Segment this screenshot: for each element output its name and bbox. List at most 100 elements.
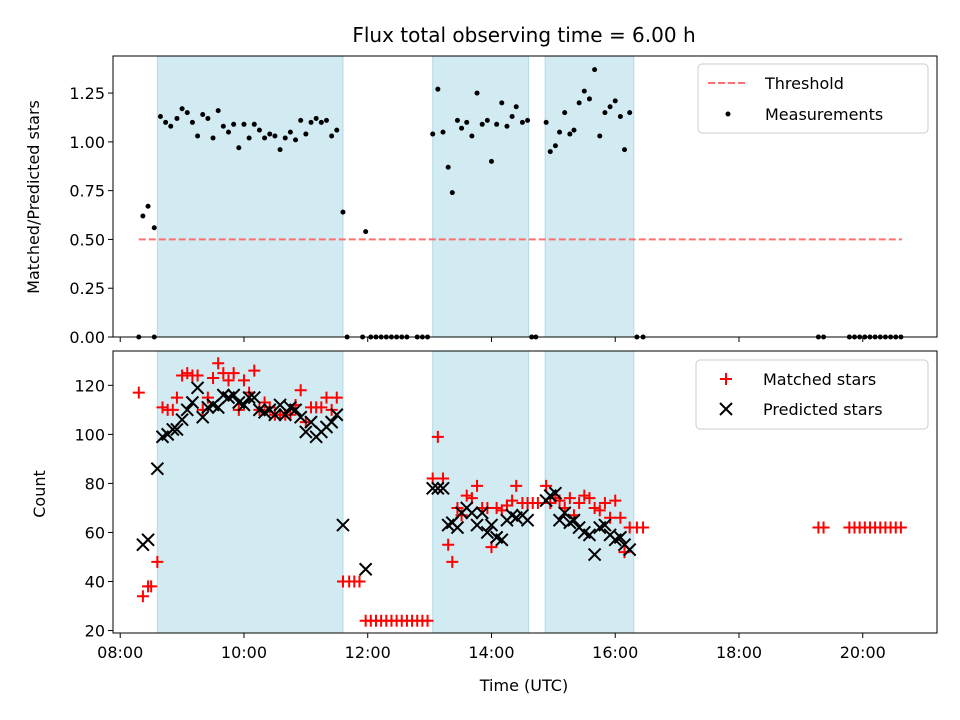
predicted-star-point <box>330 408 344 422</box>
x-tick-label: 10:00 <box>221 643 267 662</box>
measurement-point <box>547 149 553 155</box>
x-axis-label: Time (UTC) <box>479 676 568 695</box>
predicted-star-point <box>288 403 303 417</box>
matched-star-point <box>598 497 611 510</box>
measurement-point <box>464 119 470 125</box>
measurement-point <box>430 131 436 137</box>
measurement-point <box>571 127 577 133</box>
predicted-star-point <box>475 506 489 520</box>
predicted-star-point <box>190 381 205 395</box>
measurement-point <box>313 115 319 121</box>
measurement-point <box>200 112 206 118</box>
measurement-point <box>303 131 309 137</box>
top-y-tick-label: 0.25 <box>69 279 105 298</box>
bottom-panel: 20 40 60 80 100 120 08:00 10:00 12:00 14:00 16:00 1… <box>74 350 938 662</box>
predicted-star-point <box>242 390 256 405</box>
x-tick-label: 08:00 <box>97 643 143 662</box>
matched-star-point <box>151 555 164 568</box>
matched-star-point <box>506 494 519 507</box>
matched-star-point <box>460 489 473 502</box>
x-tick-label: 16:00 <box>592 643 638 662</box>
predicted-star-point <box>505 508 519 523</box>
measurement-point <box>597 133 603 139</box>
measurement-point <box>195 133 201 139</box>
measurement-point <box>340 209 346 215</box>
matched-star-point <box>894 521 907 534</box>
bottom-observing-window-3 <box>544 350 635 634</box>
predicted-star-point <box>563 515 577 530</box>
bottom-legend-box <box>695 359 929 430</box>
measurement-point <box>543 119 549 125</box>
measurement-point <box>189 119 195 125</box>
matched-star-point <box>637 521 650 534</box>
bottom-y-tick-label: 100 <box>74 425 105 444</box>
matched-star-point <box>156 401 169 414</box>
predicted-star-point <box>273 398 287 412</box>
top-y-tick-label: 1.25 <box>69 84 105 103</box>
predicted-star-point <box>587 547 602 562</box>
measurement-point <box>592 67 598 73</box>
measurement-point <box>184 110 190 116</box>
x-tick-label: 20:00 <box>840 643 886 662</box>
matched-star-point <box>294 384 307 397</box>
measurement-point <box>488 158 494 164</box>
measurement-point <box>499 100 505 106</box>
matched-star-point <box>330 391 343 404</box>
measurement-point <box>267 131 273 137</box>
predicted-star-point <box>180 403 194 417</box>
measurement-point <box>519 119 525 125</box>
predicted-star-point <box>480 525 495 540</box>
matched-star-point <box>166 403 179 416</box>
predicted-star-point <box>557 506 572 520</box>
predicted-star-point <box>450 520 465 535</box>
legend-matched-label: Matched stars <box>763 370 876 389</box>
x-tick-label: 14:00 <box>468 643 514 662</box>
predicted-star-point <box>226 388 241 402</box>
top-chart-title: Flux total observing time = 6.00 h <box>352 23 695 47</box>
matched-star-point <box>446 555 459 568</box>
matched-star-point <box>442 538 455 551</box>
predicted-star-point <box>170 422 184 437</box>
measurement-point <box>287 129 293 135</box>
predicted-star-point <box>237 398 251 412</box>
bottom-legend: Matched stars Predicted stars <box>695 359 929 430</box>
matched-star-point <box>207 371 220 384</box>
measurement-point <box>256 127 262 133</box>
matched-star-point <box>455 509 468 522</box>
predicted-star-point <box>278 408 292 422</box>
x-tick-label: 18:00 <box>716 643 762 662</box>
measurement-point <box>504 123 510 129</box>
top-legend: Threshold Measurements <box>697 63 929 134</box>
measurement-point <box>236 145 242 151</box>
measurement-point <box>445 164 451 170</box>
measurement-point <box>459 125 465 131</box>
matched-star-point <box>353 575 366 588</box>
measurement-point <box>484 117 490 123</box>
matched-star-point <box>604 511 617 524</box>
measurement-point <box>215 108 221 114</box>
predicted-star-point <box>324 415 339 429</box>
predicted-star-point <box>141 533 155 547</box>
predicted-star-point <box>211 400 225 415</box>
measurement-point <box>622 147 628 153</box>
measurement-point <box>552 143 558 149</box>
measurement-point <box>479 121 485 127</box>
predicted-star-point <box>548 486 563 500</box>
measurement-point <box>607 104 613 110</box>
predicted-star-point <box>613 530 628 545</box>
matched-star-point <box>132 386 145 399</box>
legend-measurements-label: Measurements <box>765 105 883 124</box>
predicted-star-point <box>336 518 350 532</box>
matched-star-point <box>573 497 586 510</box>
measurement-point <box>205 115 211 121</box>
top-y-axis-label: Matched/Predicted stars <box>24 100 43 294</box>
measurement-point <box>293 137 299 143</box>
measurement-point <box>363 229 369 235</box>
predicted-star-point <box>425 481 440 496</box>
bottom-y-tick-label: 80 <box>85 474 105 493</box>
predicted-star-point <box>431 481 445 496</box>
measurement-point <box>525 117 531 123</box>
legend-threshold-label: Threshold <box>764 74 844 93</box>
measurement-point <box>581 88 587 94</box>
